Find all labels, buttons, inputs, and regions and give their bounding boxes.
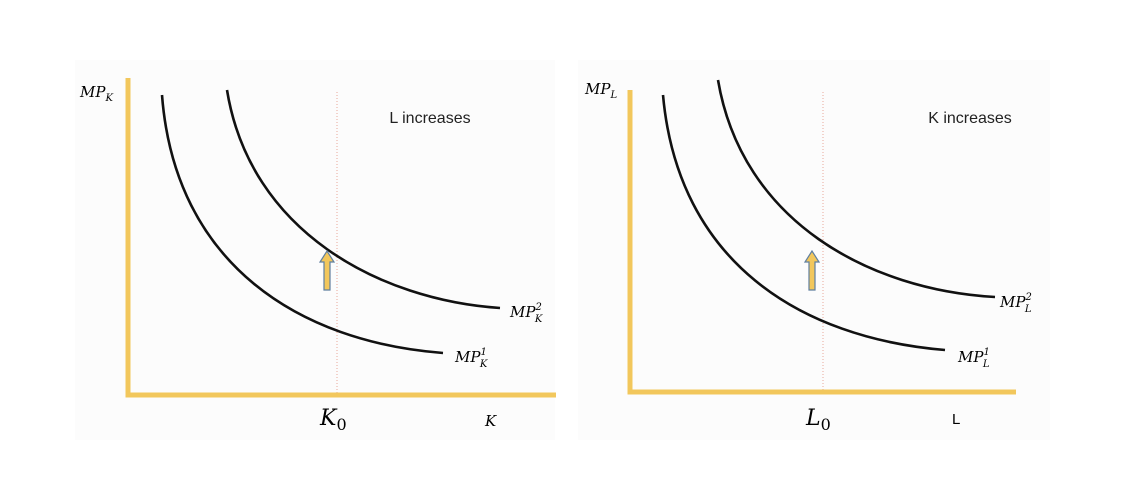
curve (716, 79, 996, 299)
shift-arrow (318, 249, 336, 291)
label-base: K (319, 406, 338, 431)
label-base: MP (509, 303, 536, 321)
y-label: MPK (79, 83, 113, 104)
axes (125, 78, 556, 398)
left-panel: MPK L increases MP1 K MP2 K K0 K (79, 78, 556, 434)
curve-label: MP1 L (957, 347, 990, 370)
x-label: L (952, 411, 960, 428)
label-sup: 1 (983, 347, 989, 358)
curve-label: MP2 K (509, 302, 543, 325)
label-sup: 1 (480, 347, 486, 358)
label-sub: K (104, 93, 113, 104)
label-sub: L (1024, 304, 1032, 315)
note: L increases (389, 110, 470, 127)
shift-arrow (803, 249, 821, 291)
label-sup: 2 (1024, 292, 1031, 303)
curve-label: MP2 L (999, 292, 1032, 315)
marker-label: L0 (805, 406, 831, 434)
label-sub: K (534, 314, 543, 325)
label-base: L (805, 406, 821, 431)
label-base: MP (957, 348, 984, 366)
label-base: MP (584, 80, 611, 98)
label-base: MP (454, 348, 481, 366)
label-sub: 0 (336, 415, 346, 434)
panel-bg (75, 60, 555, 440)
curve (661, 94, 946, 352)
axes (627, 90, 1016, 395)
note: K increases (928, 110, 1012, 127)
label-base: MP (79, 83, 106, 101)
curve-label: MP1 K (454, 347, 488, 370)
x-label: K (484, 412, 497, 430)
label-sup: 2 (534, 302, 541, 313)
label-sub: L (609, 90, 617, 101)
label-sub: L (982, 359, 990, 370)
label-sub: 0 (821, 415, 831, 434)
curve (225, 89, 501, 310)
panel-bg (578, 60, 1050, 440)
right-panel: MPL K increases MP1 L MP2 L L0 L (584, 79, 1032, 434)
label-base: MP (999, 293, 1026, 311)
marker-label: K0 (319, 406, 347, 434)
curve (160, 94, 444, 355)
y-label: MPL (584, 80, 617, 101)
label-sub: K (479, 359, 488, 370)
